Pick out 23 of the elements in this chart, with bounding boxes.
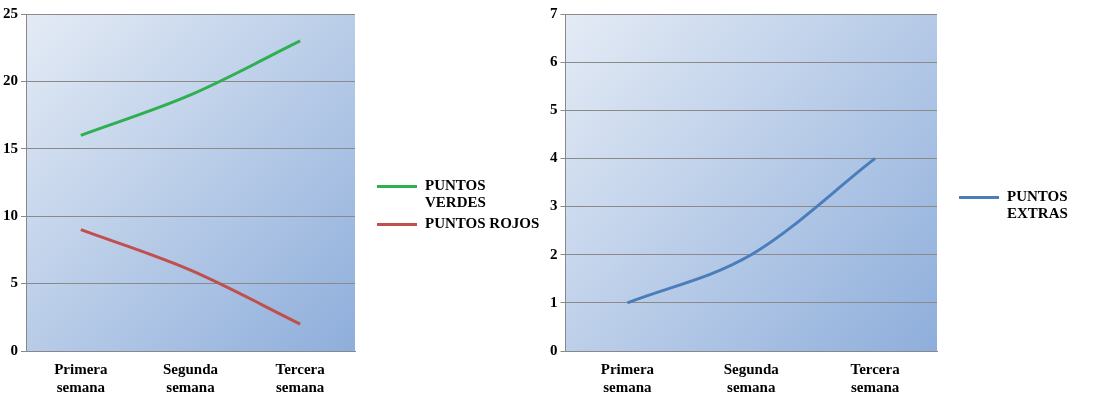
x-tick-label: Tercera semana	[850, 360, 901, 395]
y-tick-label: 4	[550, 149, 558, 166]
y-tick-label: 10	[3, 207, 18, 224]
y-tick-label: 25	[3, 4, 18, 21]
y-tick-label: 1	[550, 293, 558, 310]
y-tick-label: 5	[550, 101, 558, 118]
y-tick-label: 15	[3, 139, 18, 156]
x-tick-label: Segunda semana	[162, 360, 219, 395]
x-tick-label: Segunda semana	[723, 360, 780, 395]
y-tick-label: 3	[550, 197, 558, 214]
y-tick-label: 0	[550, 341, 558, 358]
x-tick-label: Primera semana	[600, 360, 655, 395]
y-tick-label: 2	[550, 245, 558, 262]
y-tick-label: 0	[10, 341, 18, 358]
x-tick-label: Tercera semana	[275, 360, 326, 395]
y-tick-label: 7	[550, 4, 558, 21]
y-tick-label: 20	[3, 72, 18, 89]
y-tick-label: 6	[550, 53, 558, 70]
legend-label: PUNTOS EXTRAS	[1007, 187, 1069, 222]
legend-label: PUNTOS ROJOS	[425, 215, 540, 232]
legend-label: PUNTOS VERDES	[425, 177, 487, 211]
x-tick-label: Primera semana	[54, 360, 108, 395]
y-tick-label: 5	[10, 274, 18, 291]
